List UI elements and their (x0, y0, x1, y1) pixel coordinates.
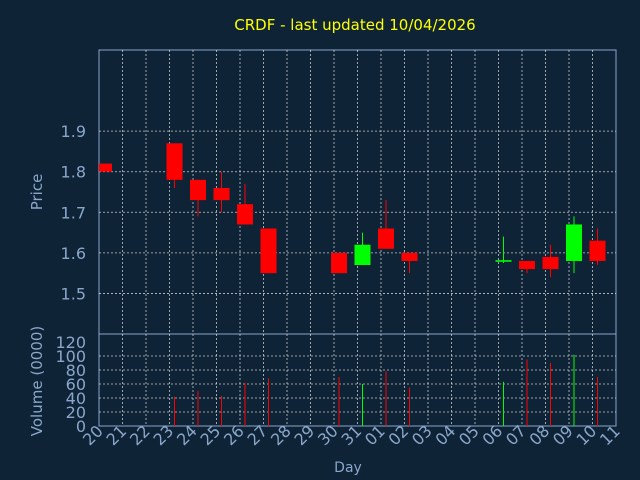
volume-bars (174, 354, 598, 426)
price-axis: 1.5 1.6 1.7 1.8 1.9 (61, 122, 86, 303)
price-tick-label: 1.8 (61, 163, 86, 182)
volume-tick-label: 60 (66, 375, 86, 394)
grid-lines (99, 50, 616, 426)
candle (354, 232, 371, 266)
candle (401, 252, 418, 274)
x-axis-label: Day (334, 460, 362, 476)
price-tick-label: 1.6 (61, 244, 86, 263)
candle (542, 244, 559, 278)
candle (566, 216, 582, 274)
candles (99, 143, 606, 278)
candle-body (378, 228, 394, 249)
volume-tick-label: 0 (76, 417, 86, 436)
candle (260, 228, 277, 274)
candle (495, 236, 512, 263)
candle-body (542, 256, 559, 270)
candle-body (99, 163, 112, 172)
x-axis: 2021222324252627282930310102030405060708… (79, 421, 624, 449)
volume-axis-label: Volume (0000) (28, 326, 46, 436)
candle-body (354, 244, 371, 266)
price-tick-label: 1.7 (61, 203, 86, 222)
price-tick-label: 1.5 (61, 284, 86, 303)
candle (213, 171, 230, 213)
volume-tick-label: 120 (55, 333, 86, 352)
candle-body (190, 179, 206, 201)
candle (99, 163, 112, 172)
candle-body (260, 228, 277, 274)
candle (378, 200, 394, 249)
candle (190, 179, 206, 217)
volume-tick-label: 100 (55, 347, 86, 366)
candle-body (495, 260, 512, 262)
candle (237, 183, 253, 225)
volume-tick-label: 40 (66, 389, 86, 408)
price-tick-label: 1.9 (61, 122, 86, 141)
candle-body (589, 240, 606, 261)
candle-body (213, 187, 230, 201)
candle (519, 260, 535, 274)
volume-tick-label: 80 (66, 361, 86, 380)
candle (166, 143, 183, 188)
candle-body (401, 252, 418, 261)
candle-body (331, 252, 347, 274)
chart-title: CRDF - last updated 10/04/2026 (234, 16, 475, 34)
candle-body (166, 143, 183, 180)
candle-body (519, 260, 535, 270)
volume-tick-label: 20 (66, 403, 86, 422)
candle-body (566, 224, 582, 261)
candle (331, 252, 347, 274)
candle-body (237, 204, 253, 225)
price-axis-label: Price (28, 174, 46, 211)
candle (589, 228, 606, 266)
